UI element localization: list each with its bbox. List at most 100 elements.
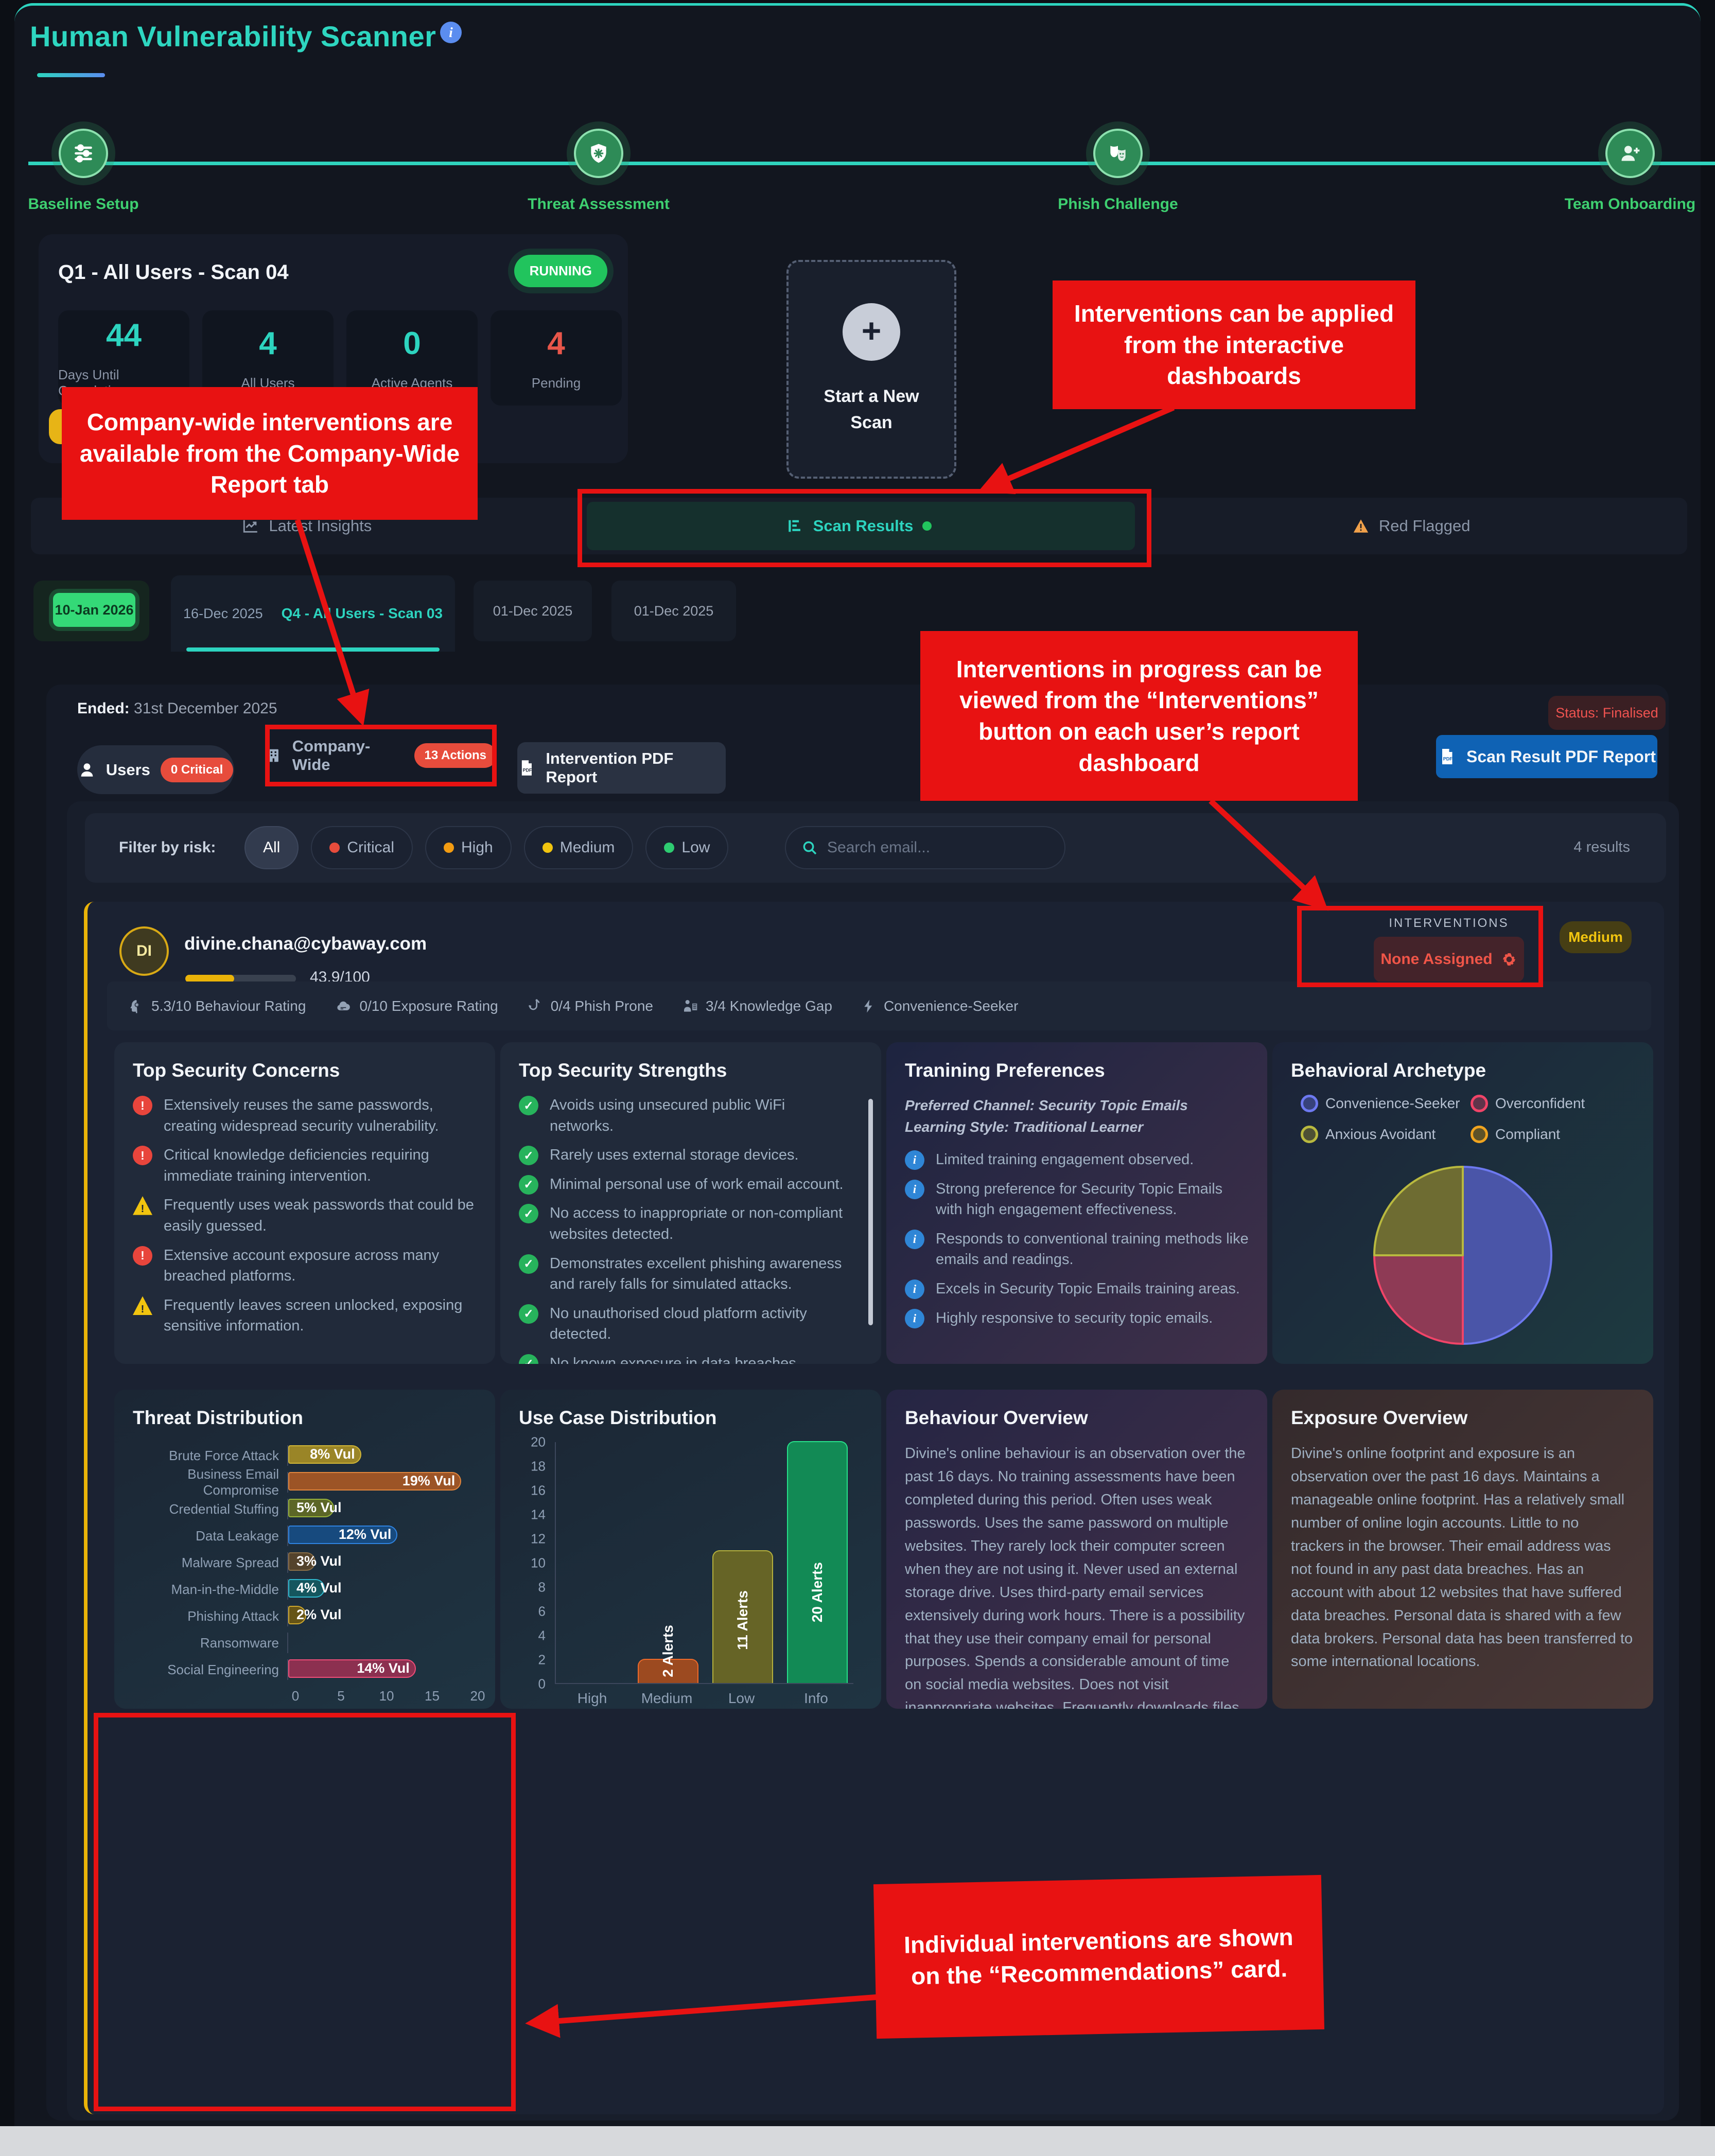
- users-tab-button[interactable]: Users 0 Critical: [77, 745, 234, 794]
- new-scan-date: 10-Jan 2026: [53, 593, 135, 627]
- threat-bar-track: 8% Vul: [287, 1445, 477, 1466]
- knowledge-gap-stat: 3/4 Knowledge Gap: [682, 998, 832, 1014]
- filter-pill-label: Low: [681, 839, 710, 856]
- company-wide-tab-button[interactable]: Company-Wide 13 Actions: [265, 725, 497, 786]
- stat-text: 3/4 Knowledge Gap: [705, 997, 832, 1014]
- critical-count-badge: 0 Critical: [160, 757, 234, 782]
- bottom-strip: [0, 2126, 1715, 2156]
- step-threat-assessment[interactable]: Threat Assessment: [521, 129, 676, 213]
- card-title: Use Case Distribution: [519, 1407, 717, 1428]
- interventions-label: INTERVENTIONS: [1389, 916, 1509, 930]
- list-item: ! Frequently leaves screen unlocked, expo…: [133, 1295, 477, 1337]
- filter-pill-high[interactable]: High: [425, 826, 512, 869]
- active-tab-underline: [186, 647, 440, 652]
- use-case-distribution-card: Use Case Distribution 0 2 4 6 8 10 12 14 16 18 20 …: [500, 1390, 881, 1709]
- exposure-rating-stat: 0/10 Exposure Rating: [335, 998, 498, 1014]
- filter-pill-low[interactable]: Low: [645, 826, 729, 869]
- list-item-text: Extensive account exposure across many b…: [164, 1247, 440, 1285]
- gear-icon: [1502, 953, 1515, 966]
- tab-scan-results[interactable]: Scan Results: [583, 498, 1135, 554]
- list-item: i Strong preference for Security Topic Em…: [905, 1179, 1249, 1220]
- top-security-strengths-card: Top Security Strengths ✓ Avoids using uns…: [500, 1042, 881, 1364]
- threat-bar-value: 19% Vul: [402, 1473, 456, 1488]
- filter-pill-critical[interactable]: Critical: [311, 826, 413, 869]
- use-case-bar-chart: 0 2 4 6 8 10 12 14 16 18 20 2 Alerts 11 Alerts 20 Al…: [519, 1434, 863, 1706]
- threat-bar-value: 4% Vul: [296, 1580, 342, 1596]
- info-icon: i: [905, 1229, 924, 1249]
- risk-dot-icon: [664, 843, 675, 853]
- search-icon: [803, 841, 817, 855]
- finalised-badge: Status: Finalised: [1548, 696, 1666, 730]
- x-tick: 0: [291, 1688, 300, 1704]
- building-icon: [268, 749, 278, 762]
- pdf-icon: PDF: [521, 760, 532, 776]
- filter-pill-all[interactable]: All: [244, 826, 299, 869]
- scan-tab-active[interactable]: 16-Dec 2025 Q4 - All Users - Scan 03: [171, 575, 455, 652]
- threat-bar-value: 8% Vul: [310, 1446, 355, 1462]
- interventions-button-label: None Assigned: [1380, 951, 1493, 968]
- start-new-scan-button[interactable]: + Start a New Scan: [786, 260, 956, 479]
- sliders-icon: [59, 129, 108, 178]
- filter-pill-label: All: [263, 839, 281, 856]
- threat-bar-row: Data Leakage 12% Vul: [133, 1522, 477, 1549]
- svg-text:PDF: PDF: [1443, 757, 1453, 762]
- list-item: i Excels in Security Topic Emails trainin…: [905, 1278, 1249, 1300]
- threat-bar-track: 4% Vul: [287, 1579, 477, 1600]
- preferred-channel: Preferred Channel: Security Topic Emails: [905, 1097, 1188, 1113]
- scan-tab[interactable]: 01-Dec 2025: [611, 581, 736, 641]
- threat-bar: [288, 1659, 416, 1678]
- scan-tab[interactable]: 01-Dec 2025: [474, 581, 592, 641]
- scrollbar[interactable]: [868, 1099, 873, 1325]
- bolt-icon: [864, 1000, 872, 1012]
- step-team-onboarding[interactable]: Team Onboarding: [1553, 129, 1707, 213]
- scan-tab-new[interactable]: 10-Jan 2026: [33, 581, 149, 641]
- legend-swatch: [1301, 1126, 1318, 1143]
- threat-bar-track: 14% Vul: [287, 1659, 477, 1680]
- scan-result-pdf-button[interactable]: PDF Scan Result PDF Report: [1436, 735, 1657, 778]
- concerns-list: ! Extensively reuses the same passwords, …: [133, 1095, 477, 1337]
- list-item: i Responds to conventional training metho…: [905, 1229, 1249, 1270]
- archetype-stat: Convenience-Seeker: [861, 998, 1018, 1014]
- step-baseline-setup[interactable]: Baseline Setup: [6, 129, 161, 213]
- list-item: ✓ Avoids using unsecured public WiFi netw…: [519, 1095, 847, 1136]
- filter-pill-medium[interactable]: Medium: [523, 826, 634, 869]
- search-input[interactable]: [827, 839, 1033, 856]
- info-icon[interactable]: i: [440, 22, 462, 43]
- status-badge: RUNNING: [514, 255, 607, 287]
- critical-icon: !: [133, 1146, 152, 1166]
- critical-icon: !: [133, 1246, 152, 1266]
- threat-bar-row: Credential Stuffing 5% Vul: [133, 1496, 477, 1522]
- title-underline: [37, 73, 105, 77]
- tab-red-flagged[interactable]: Red Flagged: [1135, 498, 1687, 554]
- threat-bar: [288, 1579, 325, 1598]
- actions-count-badge: 13 Actions: [414, 743, 497, 768]
- x-axis-label: High: [577, 1690, 607, 1706]
- legend-label: Compliant: [1495, 1126, 1561, 1142]
- search-box[interactable]: [785, 826, 1065, 869]
- interventions-button[interactable]: None Assigned: [1374, 937, 1524, 985]
- legend-label: Anxious Avoidant: [1325, 1126, 1436, 1142]
- threat-bar-row: Phishing Attack 2% Vul: [133, 1603, 477, 1629]
- step-phish-challenge[interactable]: Phish Challenge: [1041, 129, 1195, 213]
- filter-pill-label: Medium: [559, 839, 615, 856]
- list-item-text: Extensively reuses the same passwords, c…: [164, 1097, 439, 1134]
- risk-dot-icon: [444, 843, 454, 853]
- filter-pill-label: Critical: [347, 839, 395, 856]
- pie-slice-convenience-seeker: [1462, 1166, 1552, 1345]
- list-item: ✓ No known exposure in data breaches.: [519, 1353, 847, 1364]
- stat-text: 0/10 Exposure Rating: [359, 997, 498, 1014]
- threat-bar-track: 5% Vul: [287, 1499, 477, 1519]
- masks-icon: [1093, 129, 1143, 178]
- list-item: ✓ No access to inappropriate or non-compl…: [519, 1203, 847, 1244]
- tab-label: Red Flagged: [1378, 517, 1471, 535]
- threat-category-label: Man-in-the-Middle: [171, 1581, 279, 1597]
- threat-category-label: Business Email Compromise: [187, 1466, 279, 1498]
- threat-bar: [288, 1472, 462, 1491]
- svg-text:PDF: PDF: [523, 767, 532, 773]
- filter-pill-label: High: [461, 839, 493, 856]
- list-item-text: Minimal personal use of work email accou…: [550, 1176, 844, 1193]
- intervention-pdf-button[interactable]: PDF Intervention PDF Report: [517, 742, 726, 794]
- warning-icon: !: [133, 1196, 152, 1215]
- threat-bar-row: Brute Force Attack 8% Vul: [133, 1442, 477, 1469]
- threat-bar-row: Man-in-the-Middle 4% Vul: [133, 1576, 477, 1603]
